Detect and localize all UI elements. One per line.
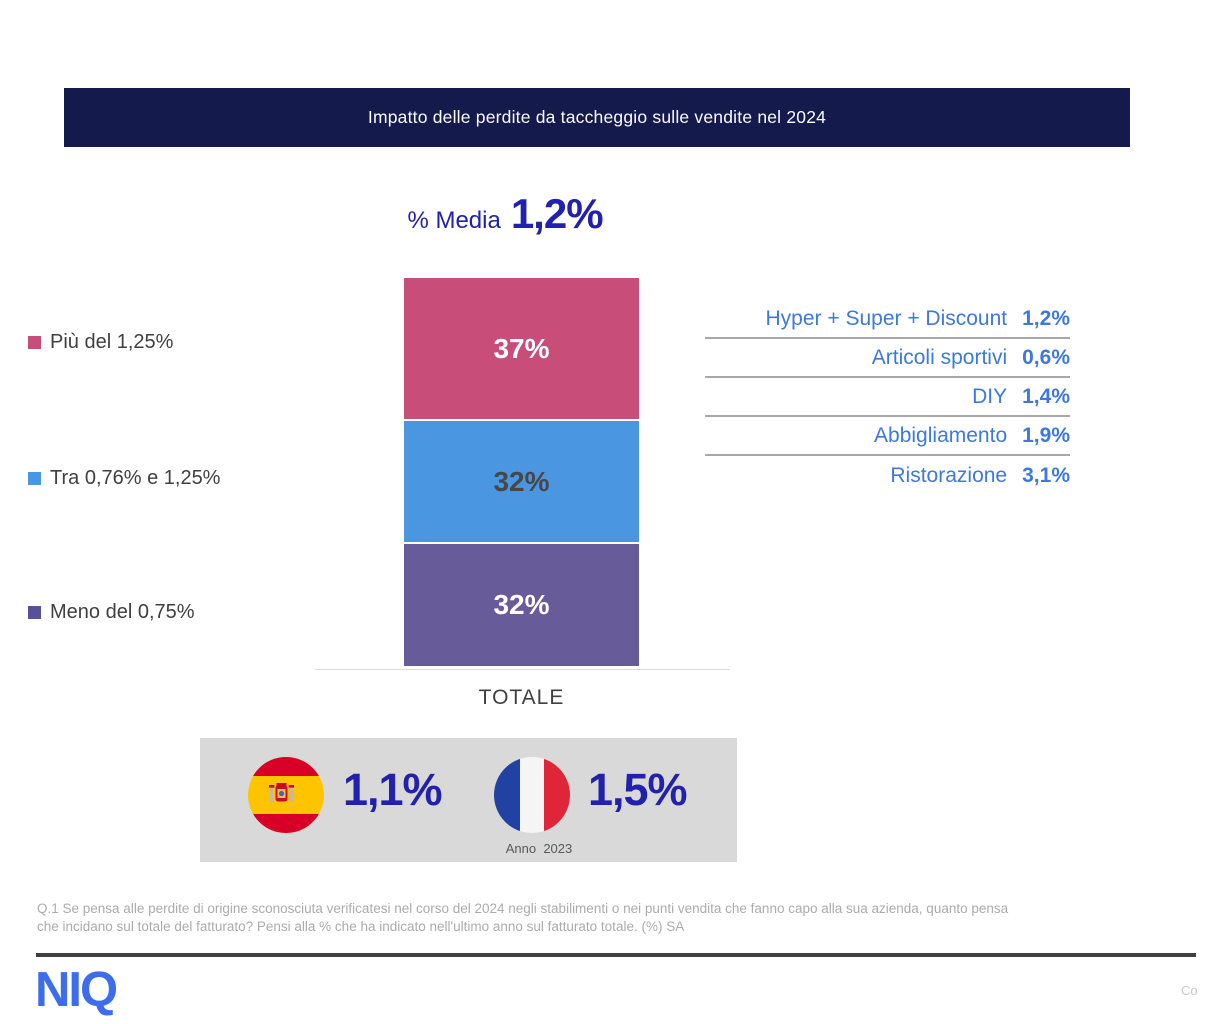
niq-logo: NIQ xyxy=(35,963,118,1017)
bar-segment-value: 37% xyxy=(493,332,550,364)
sector-value: 0,6% xyxy=(1022,345,1070,369)
sector-value: 1,4% xyxy=(1022,384,1070,408)
footnote-line-1: Q.1 Se pensa alle perdite di origine sco… xyxy=(37,901,1009,916)
legend-item-meno-del-075: Meno del 0,75% xyxy=(28,601,195,624)
sector-value: 1,9% xyxy=(1022,423,1070,447)
footer-divider xyxy=(36,953,1196,957)
footnote: Q.1 Se pensa alle perdite di origine sco… xyxy=(37,900,1167,936)
sector-label: Hyper + Super + Discount xyxy=(765,306,1008,330)
x-axis-category-label: TOTALE xyxy=(478,686,565,709)
sector-value: 1,2% xyxy=(1022,306,1070,330)
title-bar: Impatto delle perdite da taccheggio sull… xyxy=(64,88,1130,147)
bar-segment-value: 32% xyxy=(493,589,550,620)
average-row: % Media 1,2% xyxy=(340,190,670,238)
spain-value: 1,1% xyxy=(343,764,443,815)
average-label: % Media xyxy=(407,207,501,234)
page-title: Impatto delle perdite da taccheggio sull… xyxy=(367,107,827,127)
bar-segment-value: 32% xyxy=(493,465,550,497)
table-row: Ristorazione 3,1% xyxy=(705,456,1070,495)
sector-label: Articoli sportivi xyxy=(871,345,1008,369)
table-row: DIY 1,4% xyxy=(705,378,1070,417)
spain-flag-icon xyxy=(248,757,324,833)
year-label: Anno 2023 xyxy=(505,841,573,856)
sector-label: Ristorazione xyxy=(890,463,1008,487)
legend-label: Tra 0,76% e 1,25% xyxy=(50,467,221,489)
bar-segment-tra-076-125: 32% xyxy=(404,421,639,542)
x-axis-line xyxy=(315,669,730,670)
bar-segment-piu-del-125: 37% xyxy=(404,278,639,419)
legend-label: Più del 1,25% xyxy=(50,331,174,353)
sector-label: DIY xyxy=(972,384,1008,408)
stacked-bar: 37% 32% 32% xyxy=(404,278,639,666)
legend-swatch-purple xyxy=(28,606,41,619)
average-value: 1,2% xyxy=(510,190,604,237)
france-flag-icon xyxy=(494,757,570,833)
sector-label: Abbigliamento xyxy=(874,423,1008,447)
legend-item-tra-076-125: Tra 0,76% e 1,25% xyxy=(28,467,220,490)
table-row: Abbigliamento 1,9% xyxy=(705,417,1070,456)
france-value: 1,5% xyxy=(588,764,688,815)
footnote-line-2: che incidano sul totale del fatturato? P… xyxy=(37,919,685,934)
legend-item-piu-del-125: Più del 1,25% xyxy=(28,331,173,354)
bar-segment-meno-del-075: 32% xyxy=(404,544,639,666)
table-row: Articoli sportivi 0,6% xyxy=(705,339,1070,378)
legend-label: Meno del 0,75% xyxy=(50,601,195,623)
legend-swatch-blue xyxy=(28,472,41,485)
sector-value: 3,1% xyxy=(1022,463,1070,487)
legend-swatch-pink xyxy=(28,336,41,349)
country-comparison-box: 1,1% 1,5% Anno 2023 xyxy=(200,738,737,862)
footer-right-text: Co xyxy=(1181,983,1198,998)
table-row: Hyper + Super + Discount 1,2% xyxy=(705,300,1070,339)
sector-table: Hyper + Super + Discount 1,2% Articoli s… xyxy=(705,300,1070,495)
